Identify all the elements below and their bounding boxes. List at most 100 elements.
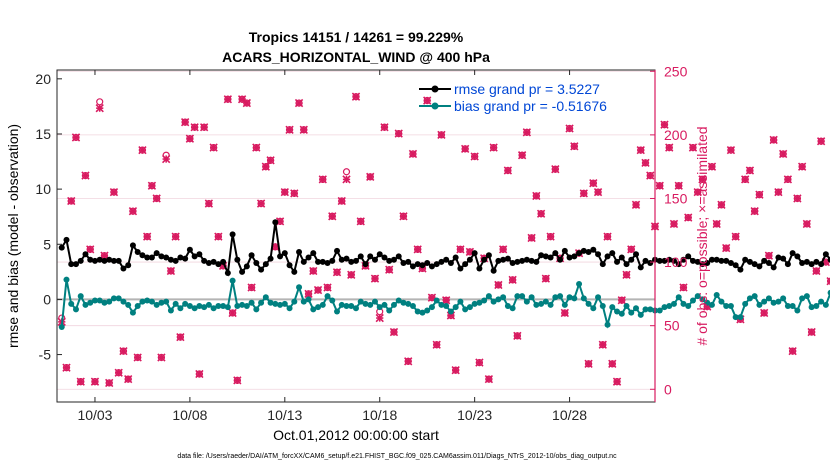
legend: rmse grand pr = 3.5227 bias grand pr = -…: [419, 81, 607, 114]
rmse-point: [818, 261, 825, 268]
rmse-point: [580, 247, 587, 254]
bias-point: [68, 300, 75, 307]
bias-point: [215, 303, 222, 310]
rmse-point: [751, 261, 758, 268]
rmse-point: [614, 258, 621, 265]
bias-point: [552, 294, 559, 301]
bias-point: [670, 300, 677, 307]
rmse-point: [666, 256, 673, 263]
bias-point: [362, 300, 369, 307]
obs-assimilated-marker: [413, 245, 422, 254]
rmse-point: [495, 257, 502, 264]
bias-point: [220, 303, 227, 310]
bias-point: [139, 298, 146, 305]
obs-assimilated-marker: [209, 143, 218, 152]
obs-assimilated-marker: [370, 274, 380, 283]
obs-assimilated-marker: [399, 212, 408, 221]
rmse-point: [704, 260, 711, 267]
bias-point: [177, 305, 184, 312]
bias-point: [566, 294, 573, 301]
obs-assimilated-marker: [261, 162, 270, 171]
legend-bias-label: bias grand pr = -0.51676: [454, 98, 607, 114]
obs-assimilated-marker: [437, 130, 446, 140]
bias-point: [713, 292, 720, 299]
obs-assimilated-marker: [717, 200, 726, 210]
rmse-point: [234, 256, 241, 263]
rmse-point: [485, 252, 492, 259]
bias-point: [186, 303, 193, 310]
rmse-point: [476, 265, 483, 272]
rmse-point: [196, 251, 203, 258]
bias-point: [746, 295, 753, 302]
bias-point: [827, 289, 830, 296]
left-y-tick-label: 10: [35, 181, 51, 197]
bias-point: [419, 309, 426, 316]
rmse-point: [215, 261, 222, 268]
obs-assimilated-marker: [536, 209, 546, 218]
rmse-point: [201, 257, 208, 264]
rmse-point: [191, 253, 198, 260]
bias-point: [357, 298, 364, 305]
bias-point: [609, 304, 616, 311]
obs-assimilated-marker: [380, 123, 389, 132]
obs-assimilated-marker: [612, 377, 622, 386]
obs-assimilated-marker: [598, 340, 607, 349]
bias-series: [58, 276, 830, 330]
chart-title-line1: Tropics 14151 / 14261 = 99.229%: [249, 29, 464, 45]
bias-point: [789, 303, 796, 310]
bias-point: [248, 299, 255, 306]
bias-point: [428, 304, 435, 311]
bias-point: [414, 308, 421, 315]
obs-assimilated-marker: [199, 123, 209, 132]
rmse-point: [742, 256, 749, 263]
obs-assimilated-marker: [707, 162, 717, 171]
obs-assimilated-marker: [119, 346, 128, 356]
obs-assimilated-marker: [669, 219, 679, 229]
bias-point: [761, 298, 768, 305]
bias-point: [571, 295, 578, 302]
obs-assimilated-marker: [394, 129, 403, 138]
rmse-point: [210, 258, 217, 265]
obs-assimilated-marker: [674, 181, 683, 190]
obs-assimilated-marker: [741, 175, 750, 184]
rmse-point: [661, 257, 668, 264]
rmse-point: [500, 256, 507, 263]
bias-point: [224, 304, 231, 311]
rmse-point: [286, 262, 293, 269]
rmse-point: [262, 261, 269, 268]
rmse-point: [576, 250, 583, 257]
rmse-point: [471, 250, 478, 257]
bias-point: [675, 294, 682, 301]
bias-point: [348, 303, 355, 310]
bias-point: [243, 303, 250, 310]
bias-point: [523, 298, 530, 305]
obs-assimilated-marker: [622, 270, 631, 279]
obs-assimilated-marker: [627, 245, 636, 254]
bias-point: [191, 305, 198, 312]
rmse-point: [390, 256, 397, 263]
x-tick-label: 10/18: [362, 407, 397, 423]
rmse-point: [177, 254, 184, 261]
rmse-point: [718, 257, 725, 264]
bias-point: [253, 306, 260, 313]
rmse-point: [300, 258, 307, 265]
bias-point: [438, 301, 445, 308]
bias-point: [134, 303, 141, 310]
rmse-point: [694, 258, 701, 265]
bias-point: [158, 299, 165, 306]
rmse-point: [353, 257, 359, 264]
rmse-point: [599, 261, 606, 268]
bias-point: [400, 299, 407, 306]
rmse-point: [424, 260, 431, 267]
obs-assimilated-marker: [285, 125, 294, 134]
bias-point: [765, 295, 772, 302]
bias-point: [533, 301, 540, 308]
obs-assimilated-marker: [309, 266, 318, 276]
bias-point: [808, 304, 815, 311]
bias-point: [315, 304, 322, 311]
obs-assimilated-marker: [603, 232, 612, 241]
obs-assimilated-marker: [242, 98, 252, 108]
obs-assimilated-marker: [299, 125, 308, 134]
bias-point: [234, 303, 241, 310]
rmse-point: [248, 252, 255, 259]
